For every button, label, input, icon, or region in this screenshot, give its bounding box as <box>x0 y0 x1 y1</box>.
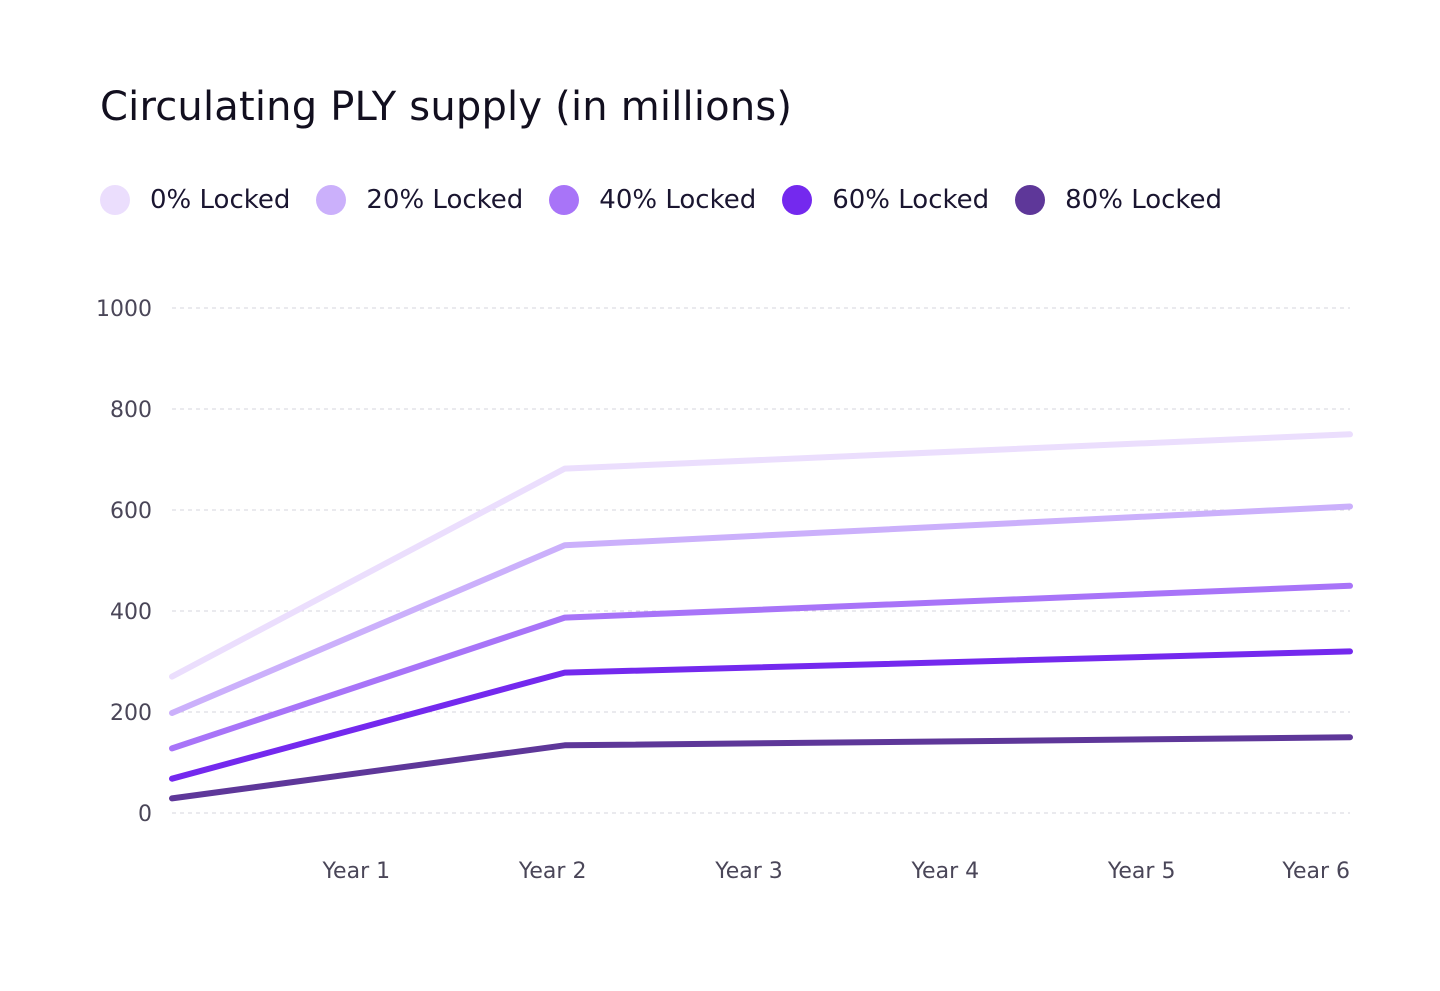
y-tick-label: 800 <box>110 398 152 423</box>
legend-swatch <box>100 185 130 215</box>
y-tick-label: 600 <box>110 499 152 524</box>
legend-swatch <box>782 185 813 215</box>
legend-label: 60% Locked <box>832 185 990 215</box>
x-tick-label: Year 1 <box>322 859 391 884</box>
legend-label: 20% Locked <box>366 185 524 215</box>
y-tick-label: 400 <box>110 600 152 625</box>
legend-item: 0% Locked <box>100 185 290 215</box>
x-tick-label: Year 3 <box>714 859 783 884</box>
x-axis-labels: Year 1 Year 2 Year 3 Year 4 Year 5 Year 6 <box>322 859 1350 884</box>
series-line <box>169 648 1353 782</box>
series-line <box>169 503 1353 716</box>
series-line <box>169 582 1353 752</box>
legend-swatch <box>316 185 347 215</box>
legend-label: 40% Locked <box>599 185 757 215</box>
legend-label: 80% Locked <box>1065 185 1223 215</box>
x-tick-label: Year 2 <box>518 859 587 884</box>
x-tick-label: Year 5 <box>1107 859 1176 884</box>
legend-swatch <box>1015 185 1046 215</box>
x-tick-label: Year 6 <box>1281 859 1350 884</box>
x-tick-label: Year 4 <box>911 859 980 884</box>
y-tick-label: 200 <box>110 701 152 726</box>
legend-label: 0% Locked <box>150 185 291 215</box>
y-tick-label: 1000 <box>96 297 152 322</box>
legend-swatch <box>549 185 580 215</box>
legend-item: 60% Locked <box>782 185 989 215</box>
y-axis-labels: 0 200 400 600 800 1000 <box>96 297 152 827</box>
legend-item: 80% Locked <box>1015 185 1222 215</box>
chart-legend: 0% Locked 20% Locked 40% Locked 60% Locked 8… <box>100 183 1248 217</box>
legend-item: 20% Locked <box>316 185 523 215</box>
y-tick-label: 0 <box>138 802 152 827</box>
chart-title: Circulating PLY supply (in millions) <box>100 84 793 130</box>
series-lines <box>169 431 1353 802</box>
series-line <box>169 431 1353 680</box>
legend-item: 40% Locked <box>549 185 756 215</box>
series-line <box>169 734 1353 802</box>
